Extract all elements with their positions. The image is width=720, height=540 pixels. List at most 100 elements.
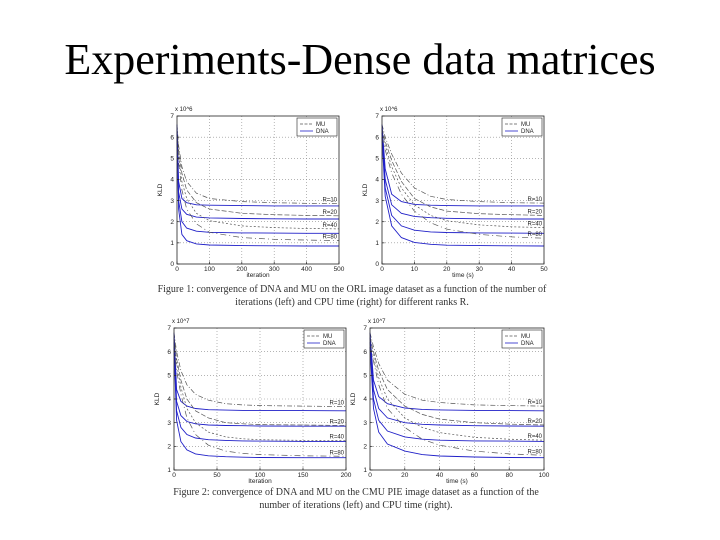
chart-orl-time: 0 10 20 30 40 50 0 1 2 3 4 5 6 7x 10^6 time (s) KLD MUDN…: [362, 107, 548, 279]
series-line: [176, 137, 339, 247]
series-line: [369, 332, 545, 412]
series-line: [381, 124, 545, 204]
rank-annotation: R=10: [527, 400, 542, 406]
y-tick-label: 4: [170, 177, 174, 184]
x-axis-label: time (s): [452, 272, 474, 279]
y-tick-label: 3: [170, 198, 174, 205]
x-tick-label: 200: [341, 472, 352, 479]
x-tick-label: 80: [506, 472, 514, 479]
series-line: [369, 337, 545, 427]
series-line: [381, 137, 545, 247]
series-line: [369, 346, 545, 456]
x-tick-label: 100: [539, 472, 550, 479]
series-line: [173, 346, 347, 457]
x-axis-label: iteration: [246, 272, 270, 279]
x-tick-label: 0: [172, 472, 176, 479]
series-line: [173, 332, 347, 412]
rank-annotation: R=10: [527, 197, 542, 203]
x-tick-label: 100: [255, 472, 266, 479]
legend-label: DNA: [521, 341, 534, 347]
x-axis-label: time (s): [446, 478, 468, 485]
x-tick-label: 30: [476, 266, 484, 273]
series-line: [176, 132, 340, 230]
series-line: [176, 124, 339, 207]
y-tick-label: 5: [170, 155, 174, 162]
x-tick-label: 400: [301, 266, 312, 273]
y-tick-label: 5: [363, 373, 367, 380]
y-tick-label: 1: [170, 240, 174, 247]
x-tick-label: 10: [411, 266, 419, 273]
y-tick-label: 3: [167, 420, 171, 427]
y-scale-label: x 10^7: [368, 319, 386, 325]
x-tick-label: 20: [401, 472, 409, 479]
x-tick-label: 50: [213, 472, 221, 479]
y-tick-label: 2: [170, 219, 174, 226]
y-tick-label: 7: [167, 325, 171, 332]
legend-label: DNA: [316, 129, 329, 135]
x-tick-label: 150: [298, 472, 309, 479]
y-tick-label: 6: [170, 134, 174, 141]
y-scale-label: x 10^6: [380, 107, 398, 113]
x-tick-label: 40: [436, 472, 444, 479]
series-line: [381, 124, 544, 207]
series-line: [381, 132, 545, 228]
x-tick-label: 300: [269, 266, 280, 273]
rank-annotation: R=80: [527, 232, 542, 238]
legend-label: DNA: [323, 341, 336, 347]
figure-2-caption: Figure 2: convergence of DNA and MU on t…: [173, 487, 539, 511]
x-tick-label: 50: [540, 266, 548, 273]
series-line: [381, 132, 545, 234]
y-axis-label: KLD: [350, 392, 357, 405]
rank-annotation: R=20: [527, 419, 542, 425]
series-line: [369, 332, 545, 407]
rank-annotation: R=80: [322, 235, 337, 241]
rank-annotation: R=80: [329, 450, 344, 456]
y-tick-label: 4: [167, 396, 171, 403]
series-line: [369, 342, 545, 441]
y-tick-label: 2: [167, 444, 171, 451]
series-line: [176, 132, 339, 234]
y-tick-label: 2: [375, 219, 379, 226]
rank-annotation: R=20: [527, 209, 542, 215]
y-tick-label: 6: [375, 134, 379, 141]
series-line: [176, 124, 340, 205]
rank-annotation: R=10: [329, 401, 344, 407]
series-line: [369, 346, 545, 459]
rank-annotation: R=40: [329, 435, 344, 441]
plot-frame: [176, 115, 340, 265]
chart-pie-iteration: 0 50 100 150 200 1 2 3 4 5 6 7x 10^7 Iteration KLD MUD…: [154, 319, 352, 485]
legend-label: DNA: [521, 129, 534, 135]
y-tick-label: 7: [170, 113, 174, 120]
rank-annotation: R=40: [322, 223, 337, 229]
series-line: [173, 342, 347, 442]
series-line: [381, 128, 545, 216]
slide-title: Experiments-Dense data matrices: [64, 35, 656, 84]
y-tick-label: 4: [375, 177, 379, 184]
x-tick-label: 40: [508, 266, 516, 273]
series-line: [173, 342, 347, 443]
y-tick-label: 3: [375, 198, 379, 205]
rank-annotation: R=80: [527, 449, 542, 455]
plot-frame: [381, 115, 545, 265]
x-tick-label: 500: [334, 266, 345, 273]
y-tick-label: 1: [167, 467, 171, 474]
legend-box: [296, 117, 338, 137]
series-line: [176, 128, 339, 220]
figure-1-caption: Figure 1: convergence of DNA and MU on t…: [157, 284, 547, 308]
y-tick-label: 7: [363, 325, 367, 332]
y-tick-label: 5: [167, 373, 171, 380]
legend-label: MU: [521, 334, 530, 340]
chart-orl-iteration: 0 100 200 300 400 500 0 1 2 3 4 5 6 7x 10^6 iteration K…: [157, 107, 345, 279]
y-axis-label: KLD: [157, 183, 164, 196]
series-line: [173, 337, 346, 427]
y-tick-label: 6: [167, 349, 171, 356]
legend-box: [501, 329, 543, 349]
y-tick-label: 2: [363, 444, 367, 451]
y-tick-label: 6: [363, 349, 367, 356]
series-line: [173, 346, 346, 459]
x-tick-label: 0: [368, 472, 372, 479]
y-tick-label: 1: [375, 240, 379, 247]
x-tick-label: 0: [175, 266, 179, 273]
y-scale-label: x 10^7: [172, 319, 190, 325]
rank-annotation: R=40: [527, 222, 542, 228]
